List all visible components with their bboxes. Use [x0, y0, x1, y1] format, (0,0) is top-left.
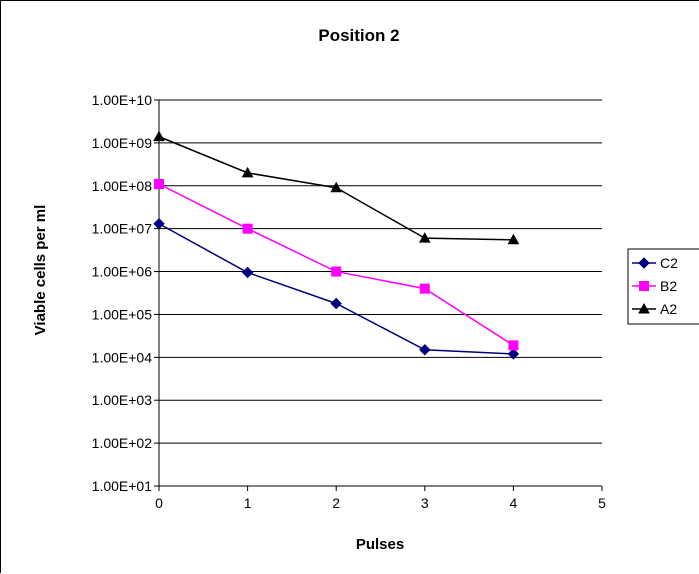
data-point-C2: [420, 345, 430, 355]
series-line-C2: [159, 224, 513, 354]
x-tick-label: 0: [155, 495, 163, 511]
legend-label-A2: A2: [660, 301, 677, 317]
series: [154, 132, 518, 359]
y-tick-label: 1.00E+06: [92, 264, 153, 280]
data-point-A2: [154, 132, 164, 141]
data-point-B2: [243, 224, 252, 233]
x-tick-label: 1: [244, 495, 252, 511]
x-tick-label: 2: [332, 495, 340, 511]
x-tick-label: 3: [421, 495, 429, 511]
data-point-B2: [332, 267, 341, 276]
y-tick-label: 1.00E+09: [92, 135, 153, 151]
data-point-B2: [420, 284, 429, 293]
y-axis-title: Viable cells per ml: [32, 205, 49, 336]
x-tick-label: 5: [598, 495, 606, 511]
legend: C2 B2 A2: [628, 249, 699, 324]
legend-label-B2: B2: [660, 278, 677, 294]
y-tick-label: 1.00E+04: [92, 349, 153, 365]
y-tick-label: 1.00E+07: [92, 221, 153, 237]
tick-labels: 1.00E+01 1.00E+02 1.00E+03 1.00E+04 1.00E+05…: [92, 92, 606, 511]
y-tick-label: 1.00E+10: [92, 92, 153, 108]
legend-label-C2: C2: [660, 255, 678, 271]
y-tick-label: 1.00E+01: [92, 478, 153, 494]
chart-title: Position 2: [318, 26, 399, 45]
legend-marker-B2: [640, 282, 649, 291]
data-point-C2: [243, 268, 253, 278]
data-point-B2: [155, 180, 164, 189]
data-point-B2: [509, 341, 518, 350]
axes: [154, 100, 602, 491]
y-tick-label: 1.00E+08: [92, 178, 153, 194]
x-axis-title: Pulses: [356, 536, 404, 553]
data-point-C2: [331, 298, 341, 308]
x-tick-label: 4: [510, 495, 518, 511]
gridlines: [159, 100, 602, 443]
y-tick-label: 1.00E+05: [92, 306, 153, 322]
series-line-B2: [159, 184, 513, 345]
y-tick-label: 1.00E+02: [92, 435, 153, 451]
y-tick-label: 1.00E+03: [92, 392, 153, 408]
data-point-A2: [243, 168, 253, 177]
data-point-C2: [154, 219, 164, 229]
